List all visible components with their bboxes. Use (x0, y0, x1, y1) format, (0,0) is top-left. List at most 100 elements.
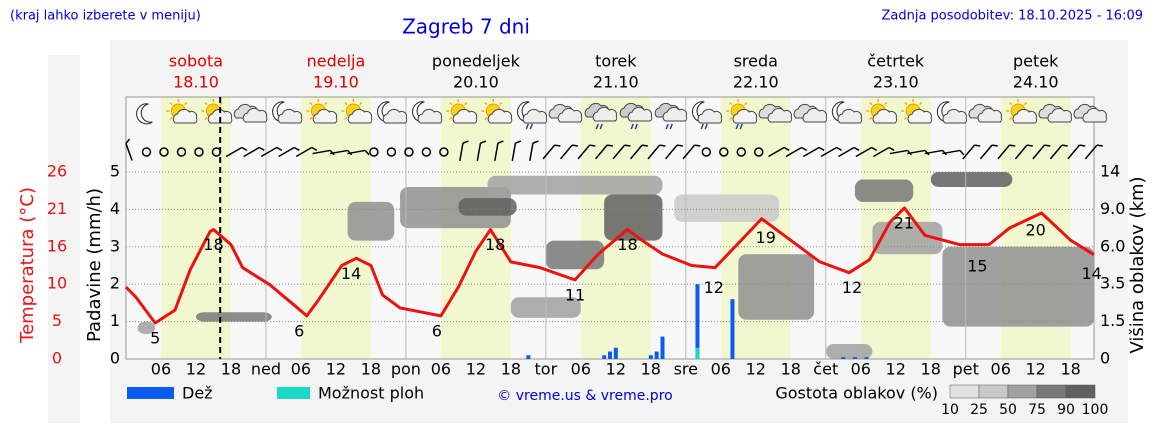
temp-label: 15 (967, 257, 987, 276)
weather-icon (968, 103, 1003, 123)
cloud-patch (195, 312, 272, 322)
x-tick-label: 12 (186, 360, 206, 379)
wind-barb (997, 144, 1016, 160)
barb-feather (1044, 144, 1051, 147)
legend-swatch (127, 387, 174, 399)
barb-shaft (125, 143, 133, 161)
barb-feather (853, 146, 860, 151)
barb-feather (1026, 144, 1033, 147)
barb-shaft (820, 146, 837, 158)
moon (136, 103, 153, 125)
cloud (662, 106, 688, 122)
barb-shaft (855, 146, 872, 158)
barb-shaft (664, 144, 678, 160)
wind-calm (176, 147, 187, 157)
sun-ray (904, 101, 908, 106)
sun-ray (169, 116, 173, 121)
cloud-patch (487, 175, 663, 195)
wind-barb (278, 146, 300, 158)
cloud (627, 106, 653, 122)
wind-barb (511, 140, 522, 161)
barb-shaft (803, 146, 820, 158)
x-tick-label: 18 (501, 360, 521, 379)
weather-icon (201, 99, 233, 124)
y-axis-label: Padavine (mm/h) (84, 188, 105, 342)
weather-icon (166, 99, 198, 124)
barb-shaft (225, 146, 243, 158)
rain-drop (599, 123, 603, 130)
day-name: sreda (734, 52, 778, 71)
day-name: sobota (169, 52, 223, 71)
barb-feather (991, 144, 998, 147)
day-name: torek (595, 52, 637, 71)
wind-barb (347, 149, 370, 156)
wind-calm (439, 147, 449, 157)
temp-label: 21 (894, 213, 914, 232)
cloud (557, 107, 583, 123)
temp-label: 5 (150, 329, 160, 348)
cloud-patch (942, 246, 1094, 327)
x-tick-label: 12 (746, 360, 766, 379)
legend-swatch (277, 387, 310, 399)
sun-ray (324, 101, 328, 106)
weather-icon (831, 101, 863, 124)
barb-shaft (942, 149, 961, 155)
cloud (1012, 108, 1038, 124)
barb-shaft (647, 144, 661, 160)
barb-shaft (1032, 144, 1046, 160)
rain-drop (529, 123, 533, 130)
wind-barb (838, 146, 860, 158)
wind-calm (719, 147, 729, 157)
barb-feather (364, 149, 370, 156)
cloud (977, 107, 1003, 123)
day-date: 21.10 (593, 73, 639, 92)
barb-shaft (682, 144, 696, 160)
wind-calm (194, 147, 204, 157)
barb-feather (515, 140, 522, 144)
rain-drop (630, 123, 634, 130)
temp-label: 18 (617, 235, 637, 254)
weather-icon (584, 102, 618, 130)
wind-calm (386, 147, 397, 157)
rain-bar (608, 351, 612, 359)
temp-label: 18 (485, 235, 505, 254)
wind-barb (594, 144, 613, 160)
sun-ray (729, 101, 733, 106)
density-box (1065, 384, 1096, 399)
copyright: © vreme.us & vreme.pro (497, 388, 672, 404)
barb-shaft (295, 146, 313, 158)
temp-label: 19 (756, 228, 776, 247)
barb-shaft (924, 149, 943, 155)
rain-bar (602, 355, 607, 359)
cloud (767, 107, 793, 123)
cloud (522, 108, 548, 124)
barb-feather (480, 140, 487, 144)
weather-icon (793, 103, 828, 123)
update-time: Zadnja posodobitev: 18.10.2025 - 16:09 (881, 9, 1143, 24)
wind-barb (1032, 144, 1051, 160)
sun-ray (204, 116, 208, 121)
rain-bar (864, 357, 869, 359)
sun-ray (869, 101, 873, 106)
cloud (907, 108, 933, 124)
barb-feather (589, 144, 596, 147)
cloud (172, 108, 198, 124)
wind-barb (855, 146, 878, 158)
barb-feather (801, 146, 808, 151)
x-tick-label: 18 (921, 360, 941, 379)
wind-barb (785, 146, 808, 158)
rain-bar (648, 355, 653, 359)
temp-label: 14 (1081, 264, 1101, 283)
y2-tick-label: 14 (1100, 162, 1120, 181)
barb-feather (959, 149, 965, 156)
wind-barb (979, 144, 998, 160)
barb-feather (532, 140, 539, 144)
sun-ray (359, 101, 363, 106)
cloud (452, 108, 478, 124)
x-tick-label: 18 (361, 360, 381, 379)
sun-ray (499, 101, 503, 106)
barb-shaft (1049, 144, 1063, 160)
barb-shaft (785, 146, 802, 158)
rain-drop (525, 123, 529, 130)
